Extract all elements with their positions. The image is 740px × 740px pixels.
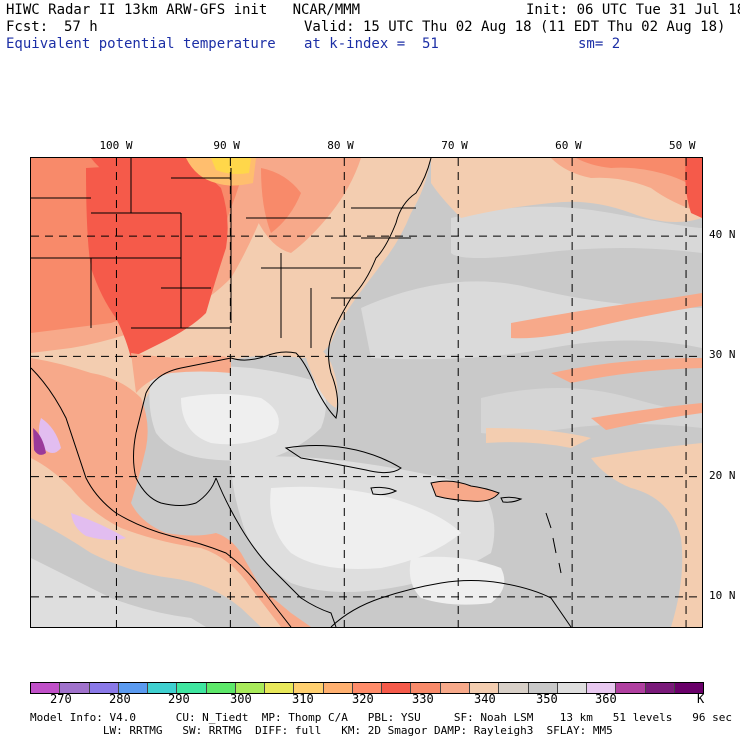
colorbar-swatch — [499, 683, 529, 693]
colorbar-tick-label: 350 — [536, 692, 558, 706]
lavender-patch — [71, 513, 126, 541]
colorbar-swatch — [440, 683, 470, 693]
colorbar-swatch — [294, 683, 324, 693]
colorbar-swatch — [411, 683, 441, 693]
colorbar-swatch — [352, 683, 383, 693]
colorbar-tick-label: 290 — [168, 692, 190, 706]
latitude-label: 10 N — [709, 588, 736, 602]
lavender-patch — [38, 418, 61, 453]
puerto-rico — [500, 496, 523, 503]
colorbar-swatch — [674, 683, 704, 693]
longitude-label: 50 W — [669, 139, 696, 152]
colorbar — [30, 682, 704, 694]
model-info-line2: LW: RRTMG SW: RRTMG DIFF: full KM: 2D Sm… — [30, 724, 613, 737]
colorbar-tick-label: 300 — [230, 692, 252, 706]
colorbar-tick-label: K — [697, 692, 705, 706]
smoothing-value: sm= 2 — [578, 36, 621, 52]
ne-atlantic-red — [576, 158, 702, 193]
east-strip — [591, 443, 702, 627]
model-info-line1: Model Info: V4.0 CU: N_Tiedt MP: Thomp C… — [30, 711, 732, 724]
longitude-label: 80 W — [327, 139, 354, 152]
valid-time: Valid: 15 UTC Thu 02 Aug 18 (11 EDT Thu … — [304, 19, 726, 35]
hispaniola — [431, 481, 499, 502]
header-title: HIWC Radar II 13km ARW-GFS init NCAR/MMM — [6, 2, 361, 18]
colorbar-tick-label: 270 — [50, 692, 72, 706]
south-america-coast — [330, 580, 572, 627]
colorbar-swatch — [323, 683, 353, 693]
theta-e-map — [31, 158, 702, 627]
latitude-label: 30 N — [709, 348, 736, 362]
ne-atlantic-deep-red — [685, 158, 702, 218]
forecast-label: Fcst: — [6, 19, 49, 35]
florida-tan — [301, 338, 338, 408]
east-coast — [145, 158, 432, 419]
colorbar-swatch — [235, 683, 266, 693]
forecast-hour: 57 h — [64, 19, 98, 35]
colorbar-swatch — [60, 683, 90, 693]
purple-patch — [33, 428, 46, 455]
colorbar-swatch — [616, 683, 646, 693]
us-state-lines — [31, 158, 416, 348]
land-red-north — [91, 158, 198, 186]
colorbar-tick-label: 280 — [109, 692, 131, 706]
colorbar-tick-label: 360 — [595, 692, 617, 706]
jamaica — [370, 486, 398, 496]
hispaniola-outline — [430, 480, 500, 502]
land-yellow-core — [211, 158, 251, 174]
level-index: at k-index = 51 — [304, 36, 439, 52]
latitude-label: 40 N — [709, 228, 736, 242]
longitude-label: 70 W — [441, 139, 468, 152]
warm-tongue — [486, 428, 591, 448]
longitude-label: 100 W — [99, 139, 133, 152]
map-panel — [30, 157, 703, 628]
field-name: Equivalent potential temperature — [6, 36, 276, 52]
colorbar-swatch — [469, 683, 500, 693]
colorbar-swatch — [265, 683, 295, 693]
gulf-coast — [133, 392, 217, 506]
gulf-white — [181, 394, 279, 445]
colorbar-swatch — [177, 683, 207, 693]
colorbar-swatch — [206, 683, 236, 693]
colorbar-swatch — [31, 683, 61, 693]
colorbar-tick-label: 330 — [412, 692, 434, 706]
warm-tongue — [511, 293, 702, 339]
colorbar-swatch — [89, 683, 119, 693]
colorbar-tick-label: 320 — [352, 692, 374, 706]
colorbar-swatch — [382, 683, 412, 693]
atlantic-band — [451, 206, 702, 258]
colorbar-tick-label: 340 — [474, 692, 496, 706]
longitude-label: 90 W — [213, 139, 240, 152]
colorbar-swatch — [118, 683, 149, 693]
land-mexico-light — [31, 558, 206, 627]
warm-tongue — [551, 358, 702, 383]
init-time: Init: 06 UTC Tue 31 Jul 18 — [526, 2, 740, 18]
pacific-coast — [31, 367, 292, 627]
land-ohio-red — [261, 168, 301, 233]
colorbar-tick-label: 310 — [292, 692, 314, 706]
warm-tongue — [591, 403, 702, 430]
colorbar-swatch — [148, 683, 178, 693]
colorbar-swatch — [587, 683, 617, 693]
longitude-label: 60 W — [555, 139, 582, 152]
coastlines — [31, 158, 572, 627]
caribbean-white — [270, 486, 461, 569]
colorbar-swatch — [528, 683, 558, 693]
cuba — [284, 445, 402, 474]
lesser-antilles — [545, 512, 562, 574]
colorbar-swatch — [645, 683, 675, 693]
colorbar-swatch — [557, 683, 588, 693]
land-red — [86, 163, 228, 358]
central-america-coast — [215, 477, 337, 627]
latitude-label: 20 N — [709, 468, 736, 482]
atlantic-band — [481, 388, 702, 434]
